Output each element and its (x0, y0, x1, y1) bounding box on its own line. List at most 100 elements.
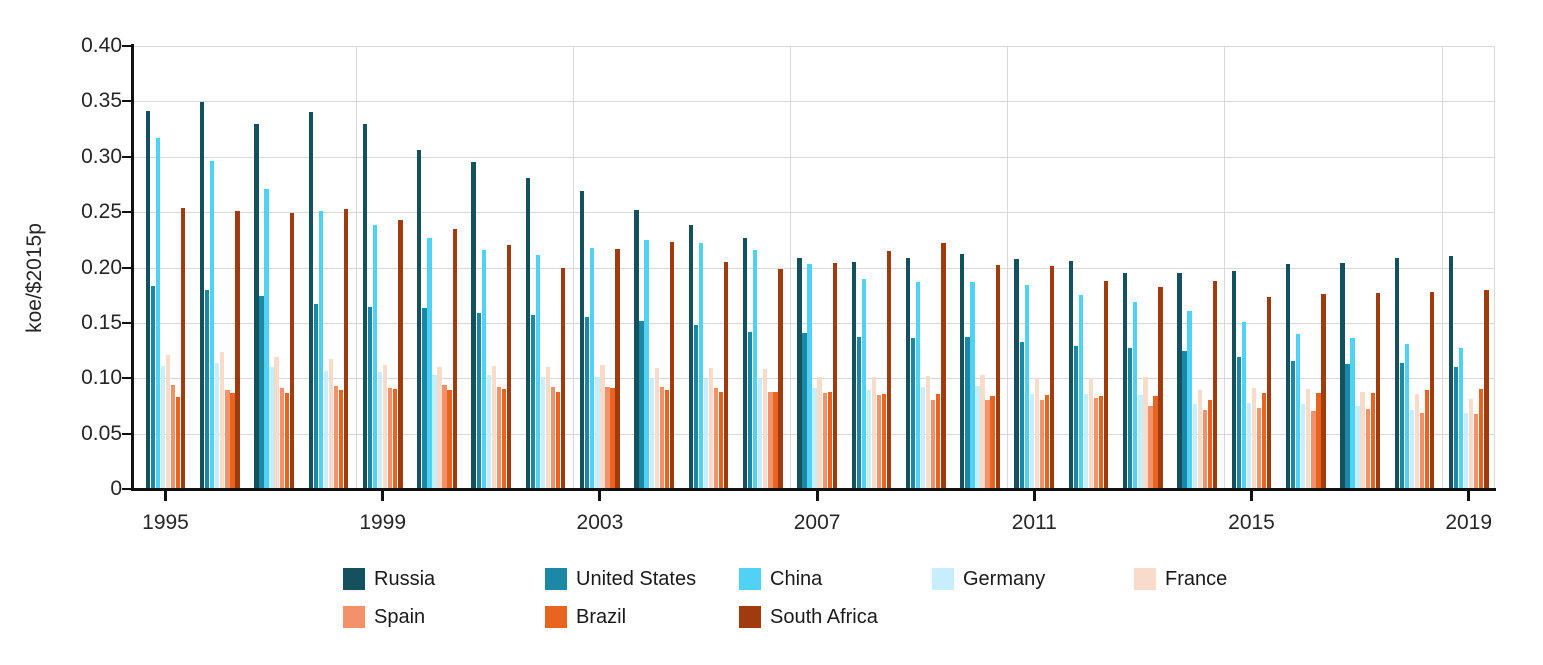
bar-spain-2012 (1094, 398, 1099, 489)
bar-russia-1996 (199, 102, 205, 489)
y-tick-label-0.25: 0.25 (81, 200, 122, 224)
bar-china-2007 (807, 264, 812, 489)
bar-spain-1998 (333, 386, 339, 489)
x-tick-label-2015: 2015 (1228, 511, 1275, 534)
legend-item-russia[interactable]: Russia (343, 567, 435, 591)
bar-russia-2019 (1448, 256, 1454, 489)
bar-france-2010 (980, 374, 985, 489)
bar-russia-2015 (1231, 270, 1236, 489)
bar-france-2019 (1469, 399, 1474, 489)
bar-south-africa-2018 (1429, 291, 1435, 489)
bar-china-2019 (1458, 348, 1464, 489)
bar-germany-2010 (975, 386, 980, 489)
bar-brazil-2009 (936, 393, 941, 489)
bar-south-africa-2008 (886, 250, 892, 489)
legend-item-france[interactable]: France (1134, 567, 1227, 591)
gridline-v-2019 (1441, 46, 1443, 489)
bar-united-states-2016 (1291, 360, 1296, 489)
bar-united-states-2004 (639, 320, 644, 489)
bar-russia-2017 (1340, 263, 1345, 489)
bar-germany-2016 (1301, 403, 1306, 489)
bar-china-2018 (1404, 343, 1409, 489)
y-tick-label-0.20: 0.20 (81, 255, 122, 279)
y-tick-label-0.05: 0.05 (81, 421, 122, 445)
bar-germany-1999 (378, 371, 383, 489)
bar-germany-2019 (1464, 412, 1469, 489)
bar-brazil-2007 (827, 391, 832, 489)
bar-germany-2012 (1083, 393, 1089, 489)
bar-south-africa-2012 (1104, 280, 1109, 489)
bar-france-2004 (654, 368, 659, 489)
bar-south-africa-1997 (289, 213, 294, 489)
bar-spain-2014 (1202, 410, 1207, 489)
bar-south-africa-2003 (615, 248, 620, 489)
legend-item-germany[interactable]: Germany (932, 567, 1045, 591)
bar-south-africa-1998 (343, 208, 349, 489)
bar-spain-2016 (1311, 411, 1316, 489)
bar-china-1999 (372, 225, 378, 489)
bar-united-states-2010 (965, 337, 970, 489)
bar-brazil-2000 (447, 390, 452, 489)
bar-brazil-2014 (1207, 400, 1212, 489)
bar-germany-2013 (1138, 394, 1143, 489)
bar-china-2008 (861, 278, 866, 489)
legend-swatch-united-states (545, 568, 567, 590)
bar-united-states-2019 (1453, 367, 1459, 489)
bar-china-2003 (590, 247, 595, 489)
bar-russia-1995 (145, 111, 150, 489)
bar-france-2012 (1088, 378, 1094, 489)
bar-united-states-2003 (585, 317, 590, 489)
bar-spain-2010 (985, 400, 990, 489)
bar-russia-2012 (1068, 260, 1074, 489)
bar-spain-2018 (1419, 412, 1425, 489)
gridline-h-0.10 (133, 378, 1495, 380)
legend-item-united-states[interactable]: United States (545, 567, 696, 591)
bar-south-africa-2014 (1212, 280, 1218, 489)
bar-south-africa-1995 (181, 207, 186, 489)
bar-china-2017 (1350, 338, 1355, 489)
bar-china-2012 (1078, 295, 1084, 489)
bar-france-1997 (274, 357, 279, 489)
bar-france-2001 (491, 366, 496, 489)
bar-china-2004 (644, 239, 649, 489)
bar-france-2007 (817, 377, 822, 489)
bar-brazil-2011 (1044, 394, 1050, 489)
y-tick-0 (122, 488, 131, 490)
bar-brazil-2008 (881, 393, 887, 489)
y-tick-0.20 (122, 266, 131, 269)
bar-brazil-2017 (1370, 392, 1375, 489)
bar-russia-2013 (1123, 273, 1128, 489)
legend-item-spain[interactable]: Spain (343, 605, 425, 629)
bar-germany-1996 (215, 362, 220, 489)
bar-china-2002 (535, 255, 541, 489)
bar-france-2003 (600, 364, 605, 489)
x-tick-label-2003: 2003 (576, 511, 624, 534)
y-tick-label-0.10: 0.10 (81, 366, 122, 390)
bar-france-2018 (1414, 393, 1420, 489)
bar-south-africa-2006 (778, 268, 783, 489)
bar-germany-1995 (160, 366, 166, 489)
bar-germany-2015 (1246, 402, 1252, 489)
legend-label-germany: Germany (963, 567, 1046, 590)
gridline-v-1999 (355, 46, 357, 489)
bar-united-states-2009 (910, 338, 916, 489)
legend-item-brazil[interactable]: Brazil (545, 605, 626, 629)
legend-item-south-africa[interactable]: South Africa (739, 605, 878, 629)
x-tick-label-2007: 2007 (793, 511, 841, 534)
bar-germany-2005 (703, 379, 709, 489)
x-tick-2007 (815, 491, 819, 501)
x-tick-2019 (1467, 491, 1471, 501)
gridline-v-2003 (572, 46, 574, 489)
bar-united-states-2012 (1073, 346, 1079, 489)
bar-united-states-2018 (1399, 362, 1404, 489)
bar-spain-2015 (1256, 408, 1262, 489)
bar-russia-2002 (525, 177, 531, 489)
y-tick-label-0: 0 (110, 477, 122, 500)
bar-united-states-2008 (856, 337, 861, 489)
bar-spain-1995 (170, 384, 176, 489)
bar-brazil-2013 (1153, 395, 1158, 489)
bar-russia-2007 (797, 257, 802, 489)
legend-item-china[interactable]: China (739, 567, 822, 591)
legend-label-south-africa: South Africa (770, 605, 878, 628)
bar-spain-1999 (388, 388, 393, 489)
